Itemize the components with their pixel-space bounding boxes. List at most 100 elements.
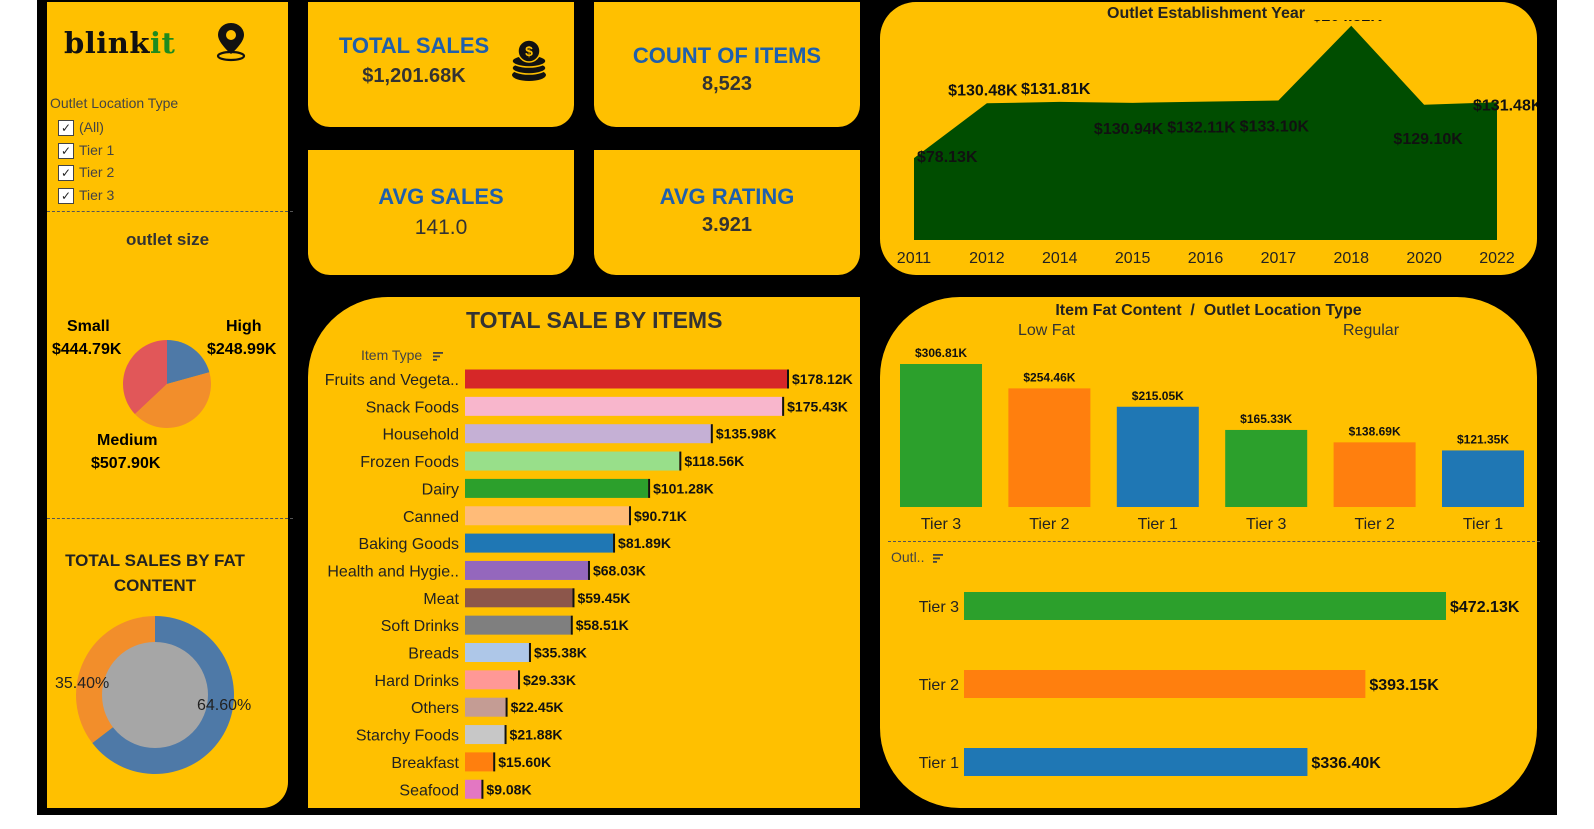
item-bar <box>465 478 649 498</box>
blinkit-logo: blinkit <box>64 26 175 60</box>
fat-location-tier-label: Tier 2 <box>1029 516 1069 533</box>
fat-location-value-label: $165.33K <box>1240 412 1292 426</box>
kpi-card-total-sales: TOTAL SALES $1,201.68K $ <box>308 2 574 127</box>
bar-end-marker <box>481 779 484 799</box>
filter-checkbox-tier2[interactable]: ✓ <box>58 165 74 181</box>
item-type-label: Fruits and Vegeta.. <box>325 372 459 389</box>
item-value-label: $15.60K <box>498 754 551 770</box>
year-tick-label: 2012 <box>969 250 1005 267</box>
outlet-size-title: outlet size <box>125 230 210 249</box>
filter-checkbox-tier3[interactable]: ✓ <box>58 188 74 204</box>
filter-checkbox-all[interactable]: ✓ <box>58 120 74 136</box>
divider <box>47 211 293 212</box>
item-value-label: $135.98K <box>716 426 777 442</box>
item-value-label: $58.51K <box>576 617 629 633</box>
item-type-label: Health and Hygie.. <box>327 563 459 580</box>
fat-content-title: TOTAL SALES BY FAT CONTENT <box>65 551 245 595</box>
kpi-value: 141.0 <box>414 216 468 239</box>
donut-hole <box>102 642 208 748</box>
fat-location-tier-label: Tier 1 <box>1463 516 1503 533</box>
year-value-label: $129.10K <box>1393 131 1463 148</box>
outlet-location-axis-label: Outl.. <box>891 549 925 565</box>
item-type-label: Dairy <box>422 481 459 498</box>
outlet-location-value-label: $472.13K <box>1450 599 1520 616</box>
bar-end-marker <box>493 752 496 772</box>
fat-location-bar-chart: $306.81K Tier 3 $254.46K Tier 2 $215.05K Tier… <box>900 346 1524 533</box>
group-label-low-fat: Low Fat <box>1018 322 1075 339</box>
item-value-label: $118.56K <box>684 453 744 469</box>
fat-location-value-label: $121.35K <box>1457 432 1509 446</box>
outlet-location-value-label: $336.40K <box>1311 755 1381 772</box>
fat-location-tier-label: Tier 1 <box>1138 516 1178 533</box>
area-series <box>914 25 1497 240</box>
outlet-location-bar-chart: Tier 3 $472.13K Tier 2 $393.15K Tier 1 $336.4… <box>919 592 1520 776</box>
outlet-location-bar <box>964 592 1446 620</box>
item-bar <box>465 396 783 416</box>
kpi-title: TOTAL SALES <box>338 33 490 58</box>
bar-end-marker <box>518 670 521 690</box>
year-value-label: $78.13K <box>917 149 978 166</box>
bar-end-marker <box>570 615 573 635</box>
kpi-card-avg-sales: AVG SALES 141.0 <box>308 150 574 275</box>
year-tick-label: 2018 <box>1333 250 1369 267</box>
item-value-label: $101.28K <box>653 480 714 496</box>
year-value-label: $133.10K <box>1240 119 1310 136</box>
year-tick-label: 2020 <box>1406 250 1442 267</box>
item-bar <box>465 615 571 635</box>
sale-by-items-bar-chart: Fruits and Vegeta.. $178.12K Snack Foods $1… <box>325 369 853 799</box>
outlet-size-value-medium: $507.90K <box>91 455 161 472</box>
svg-text:$: $ <box>525 43 533 59</box>
fat-location-bar <box>900 364 982 507</box>
item-value-label: $90.71K <box>634 508 687 524</box>
divider <box>47 518 293 519</box>
kpi-value: 8,523 <box>701 73 753 95</box>
fat-location-value-label: $306.81K <box>915 346 967 360</box>
item-bar <box>465 670 519 690</box>
outlet-size-label-small: Small <box>67 318 110 335</box>
filter-label-tier3: Tier 3 <box>79 187 115 203</box>
year-tick-label: 2017 <box>1261 250 1297 267</box>
establishment-year-title: Outlet Establishment Year <box>1107 5 1305 22</box>
sort-icon[interactable] <box>932 552 944 564</box>
bar-end-marker <box>572 588 575 608</box>
kpi-title: AVG SALES <box>378 184 504 209</box>
year-tick-label: 2014 <box>1042 250 1078 267</box>
fat-location-panel <box>880 297 1537 808</box>
bar-end-marker <box>528 643 531 662</box>
item-type-label: Others <box>411 700 459 717</box>
outlet-tier-label: Tier 3 <box>919 599 959 616</box>
item-type-label: Snack Foods <box>366 399 459 416</box>
bar-end-marker <box>628 506 631 526</box>
year-value-label: $130.48K <box>948 82 1018 99</box>
fat-location-value-label: $215.05K <box>1132 389 1184 403</box>
item-type-label: Household <box>383 427 460 444</box>
item-bar <box>465 643 529 662</box>
outlet-location-value-label: $393.15K <box>1369 677 1439 694</box>
year-value-label: $204.52K <box>1313 20 1383 25</box>
item-value-label: $175.43K <box>787 398 848 414</box>
year-value-label: $130.94K <box>1094 121 1164 138</box>
bar-end-marker <box>504 725 507 745</box>
item-bar <box>465 560 588 580</box>
outlet-size-label-medium: Medium <box>97 432 158 449</box>
item-value-label: $35.38K <box>534 645 587 661</box>
fat-content-label-lowfat: 64.60% <box>197 697 252 714</box>
location-filter-title: Outlet Location Type <box>50 95 179 111</box>
bar-end-marker <box>787 369 789 389</box>
outlet-location-bar <box>964 748 1308 776</box>
item-type-label: Frozen Foods <box>360 454 459 471</box>
sort-icon[interactable] <box>432 350 444 362</box>
fat-location-bar <box>1008 388 1091 507</box>
outlet-size-value-small: $444.79K <box>52 341 122 358</box>
divider <box>888 541 1540 542</box>
item-type-label: Meat <box>423 591 459 608</box>
filter-checkbox-tier1[interactable]: ✓ <box>58 143 74 159</box>
pie-slice <box>167 340 210 384</box>
bar-end-marker <box>613 533 616 553</box>
item-type-label: Breakfast <box>391 755 459 772</box>
item-type-label: Seafood <box>399 782 459 799</box>
outlet-location-bar <box>964 670 1366 698</box>
logo-text-dark: blink <box>64 26 150 60</box>
item-value-label: $21.88K <box>510 727 563 743</box>
kpi-value: 3.921 <box>701 214 753 236</box>
